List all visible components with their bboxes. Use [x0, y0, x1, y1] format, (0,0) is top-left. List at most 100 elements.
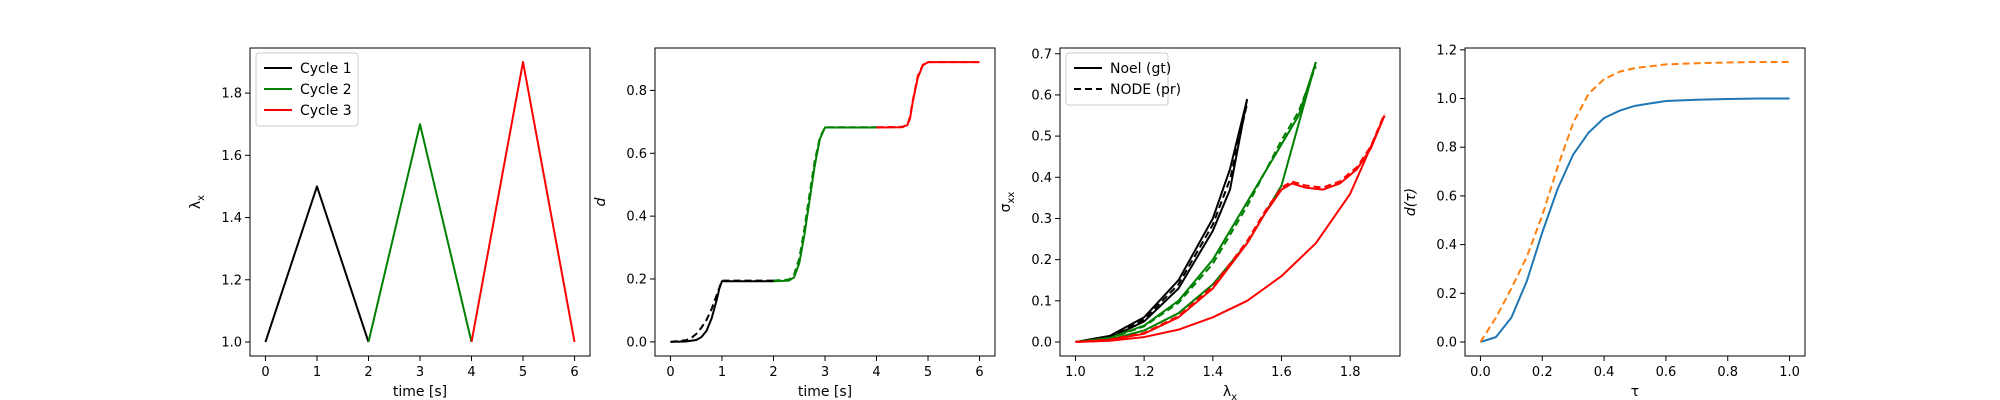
y-tick-label: 0.2: [1436, 287, 1457, 302]
legend-box: [1065, 52, 1169, 106]
axes-frame: [1059, 47, 1401, 357]
series-group: [1075, 61, 1386, 343]
legend-entry-label: Cycle 2: [300, 82, 352, 98]
x-tick-label: 0.8: [1717, 365, 1738, 380]
y-axis-label: λx: [188, 195, 207, 209]
series-line-1: [264, 185, 370, 343]
y-tick-label: 0.7: [1031, 47, 1052, 62]
series-line-4: [773, 126, 877, 282]
x-axis-label: time [s]: [393, 384, 447, 400]
legend-box: [255, 52, 359, 127]
y-axis-label-main: d: [593, 197, 609, 206]
y-tick-label: 1.2: [221, 273, 242, 288]
y-tick-label: 0.8: [1436, 141, 1457, 156]
x-tick-label: 1: [313, 365, 321, 380]
chart-panel-4: 0.0 0.2 0.4 0.6 0.8 1.0 0.0 0.2 0.4 0.6 0.8 1.0 1.2 τ…: [1403, 43, 1806, 400]
y-tick-label: 0.6: [626, 147, 647, 162]
axes-frame: [1464, 47, 1806, 357]
series-group: [1479, 61, 1790, 343]
y-axis-label: d(τ): [1403, 188, 1419, 216]
y-axis-label: d: [593, 197, 609, 206]
x-tick-label: 1.0: [1065, 365, 1086, 380]
x-tick-label: 0.0: [1470, 365, 1491, 380]
x-axis-label-main: λ: [1223, 384, 1231, 400]
series-line-3: [773, 126, 877, 283]
series-line-1: [1075, 98, 1249, 343]
series-line-3: [470, 61, 576, 343]
x-axis-label: time [s]: [798, 384, 852, 400]
x-tick-label: 5: [924, 365, 932, 380]
y-axis-label-main: d(τ): [1403, 188, 1419, 216]
y-tick-label: 0.0: [1031, 336, 1052, 351]
x-axis-label-sub: x: [1231, 392, 1237, 400]
x-tick-label: 3: [821, 365, 829, 380]
x-tick-label: 6: [975, 365, 983, 380]
series-line-2: [367, 123, 473, 343]
y-axis-label-sub: x: [196, 195, 207, 201]
series-line-1: [670, 280, 774, 343]
legend: Cycle 1 Cycle 2 Cycle 3: [255, 52, 359, 127]
x-tick-label: 4: [872, 365, 880, 380]
legend-entry-label: Noel (gt): [1110, 61, 1171, 77]
y-tick-label: 1.0: [1436, 92, 1457, 107]
x-tick-label: 0: [666, 365, 674, 380]
series-line-2: [1479, 61, 1790, 343]
y-tick-label: 1.4: [221, 211, 242, 226]
x-axis-label-main: time [s]: [393, 384, 447, 400]
x-tick-label: 6: [570, 365, 578, 380]
legend: Noel (gt) NODE (pr): [1065, 52, 1181, 106]
series-line-2: [1075, 98, 1249, 343]
legend-entry-label: NODE (pr): [1110, 82, 1181, 98]
chart-panel-3: 1.0 1.2 1.4 1.6 1.8 0.0 0.1 0.2 0.3 0.4 0.5 0.6 0.7 λ…: [998, 47, 1401, 400]
x-axis-label: λx: [1223, 384, 1237, 400]
y-tick-label: 1.6: [221, 149, 242, 164]
x-tick-label: 0.4: [1594, 365, 1615, 380]
y-axis-label: σxx: [998, 192, 1017, 213]
series-group: [264, 61, 576, 343]
x-tick-label: 0.6: [1656, 365, 1677, 380]
y-tick-label: 1.0: [221, 336, 242, 351]
legend-entry-label: Cycle 3: [300, 103, 352, 119]
y-tick-label: 1.8: [221, 87, 242, 102]
x-tick-label: 4: [467, 365, 475, 380]
y-tick-label: 0.3: [1031, 212, 1052, 227]
x-axis-label-main: τ: [1631, 384, 1639, 400]
series-line-9: [1075, 115, 1386, 343]
x-tick-label: 5: [519, 365, 527, 380]
x-tick-label: 3: [416, 365, 424, 380]
x-tick-label: 1.4: [1202, 365, 1223, 380]
x-axis-label-main: time [s]: [798, 384, 852, 400]
x-tick-label: 1.6: [1271, 365, 1292, 380]
y-tick-label: 0.6: [1436, 189, 1457, 204]
x-tick-label: 1.0: [1779, 365, 1800, 380]
x-axis-label: τ: [1631, 384, 1639, 400]
y-tick-label: 0.0: [1436, 336, 1457, 351]
y-tick-label: 0.6: [1031, 88, 1052, 103]
axes-frame: [654, 47, 996, 357]
series-line-5: [876, 61, 980, 129]
series-line-1: [1480, 97, 1790, 343]
series-group: [670, 61, 980, 343]
y-tick-label: 0.8: [626, 84, 647, 99]
y-axis-label-sub: xx: [1006, 192, 1017, 204]
y-tick-label: 0.4: [626, 210, 647, 225]
y-tick-label: 0.4: [1436, 238, 1457, 253]
y-axis-label-main: λ: [188, 201, 204, 209]
y-tick-label: 0.4: [1031, 171, 1052, 186]
x-tick-label: 2: [364, 365, 372, 380]
y-tick-label: 0.5: [1031, 130, 1052, 145]
y-tick-label: 0.1: [1031, 294, 1052, 309]
y-axis-label-main: σ: [998, 203, 1014, 212]
x-tick-label: 1.8: [1340, 365, 1361, 380]
x-tick-label: 2: [769, 365, 777, 380]
x-tick-label: 0.2: [1532, 365, 1553, 380]
y-tick-label: 0.2: [626, 273, 647, 288]
y-tick-label: 0.0: [626, 335, 647, 350]
x-tick-label: 0: [261, 365, 269, 380]
series-line-8: [1075, 113, 1386, 343]
legend-entry-label: Cycle 1: [300, 61, 352, 77]
x-tick-label: 1.2: [1134, 365, 1155, 380]
series-line-6: [876, 61, 980, 129]
